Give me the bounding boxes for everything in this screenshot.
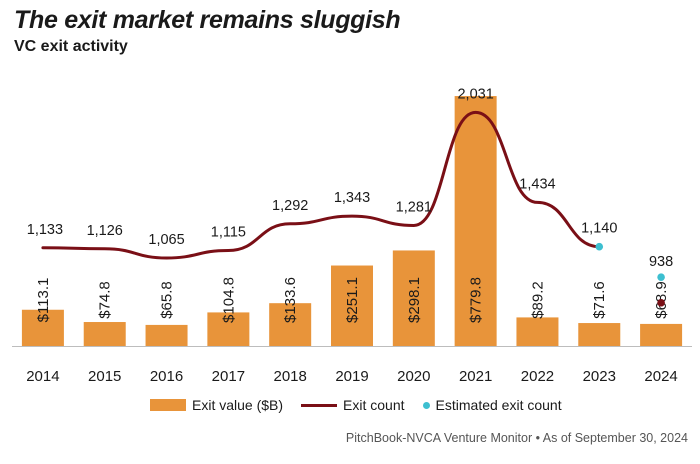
x-tick-2018: 2018 bbox=[273, 368, 306, 385]
bar-2015 bbox=[83, 322, 126, 346]
x-tick-2023: 2023 bbox=[583, 368, 616, 385]
x-tick-2022: 2022 bbox=[521, 368, 554, 385]
bar-label-2014: $113.1 bbox=[35, 278, 52, 323]
x-tick-2021: 2021 bbox=[459, 368, 492, 385]
x-tick-2017: 2017 bbox=[212, 368, 245, 385]
bar-label-2021: $779.8 bbox=[468, 277, 485, 323]
bar-2017 bbox=[207, 312, 250, 346]
x-tick-2020: 2020 bbox=[397, 368, 430, 385]
bar-label-2015: $74.8 bbox=[97, 281, 114, 319]
bar-2020 bbox=[392, 250, 435, 346]
line-label-2022: 1,434 bbox=[519, 176, 555, 192]
source-note: PitchBook-NVCA Venture Monitor • As of S… bbox=[345, 431, 688, 445]
chart-title: The exit market remains sluggish bbox=[14, 6, 401, 34]
estimate-point-2023 bbox=[595, 242, 604, 251]
exit-count-point-2024 bbox=[657, 298, 665, 307]
bar-2019 bbox=[331, 265, 373, 346]
estimate-label-2024: 938 bbox=[649, 254, 673, 270]
legend-item-exit-count: Exit count bbox=[301, 397, 405, 413]
legend-swatch-line bbox=[301, 403, 338, 407]
bar-2014 bbox=[21, 309, 64, 346]
bar-label-2020: $298.1 bbox=[406, 277, 423, 323]
legend-swatch-bar bbox=[150, 399, 186, 411]
bar-2022 bbox=[516, 317, 559, 346]
exit-count-line bbox=[41, 110, 601, 260]
legend-label-exit-count: Exit count bbox=[343, 397, 405, 413]
line-label-2015: 1,126 bbox=[87, 223, 123, 239]
bar-label-2017: $104.8 bbox=[220, 277, 237, 323]
legend-item-estimated: Estimated exit count bbox=[422, 397, 562, 413]
x-tick-2015: 2015 bbox=[88, 368, 121, 385]
line-label-2023: 1,140 bbox=[581, 221, 617, 237]
x-tick-2014: 2014 bbox=[26, 368, 59, 385]
legend-label-estimated: Estimated exit count bbox=[435, 397, 562, 413]
line-label-2014: 1,133 bbox=[27, 222, 63, 238]
bar-label-2016: $65.8 bbox=[159, 281, 176, 319]
bar-label-2018: $133.6 bbox=[282, 277, 299, 323]
line-label-2018: 1,292 bbox=[272, 198, 308, 214]
bar-2016 bbox=[145, 324, 188, 346]
bar-2018 bbox=[269, 303, 312, 346]
line-label-2019: 1,343 bbox=[334, 190, 370, 206]
bar-2024 bbox=[640, 323, 683, 346]
x-tick-2019: 2019 bbox=[335, 368, 368, 385]
chart-subtitle: VC exit activity bbox=[14, 38, 128, 55]
line-label-2020: 1,281 bbox=[396, 199, 432, 215]
bar-label-2019: $251.1 bbox=[344, 277, 361, 323]
bar-label-2023: $71.6 bbox=[591, 281, 608, 319]
x-tick-2016: 2016 bbox=[150, 368, 183, 385]
legend-label-exit-value: Exit value ($B) bbox=[192, 397, 284, 413]
legend-swatch-dot bbox=[422, 401, 430, 409]
line-label-2016: 1,065 bbox=[148, 232, 184, 248]
line-label-2021: 2,031 bbox=[457, 86, 493, 102]
line-label-2017: 1,115 bbox=[211, 224, 246, 240]
x-tick-2024: 2024 bbox=[644, 368, 677, 385]
legend-item-exit-value: Exit value ($B) bbox=[150, 397, 283, 413]
bar-2023 bbox=[578, 323, 621, 346]
bar-2021 bbox=[454, 96, 497, 346]
bar-label-2022: $89.2 bbox=[529, 281, 546, 319]
estimate-point-2024 bbox=[657, 273, 665, 281]
legend: Exit value ($B) Exit count Estimated exi… bbox=[150, 397, 580, 413]
